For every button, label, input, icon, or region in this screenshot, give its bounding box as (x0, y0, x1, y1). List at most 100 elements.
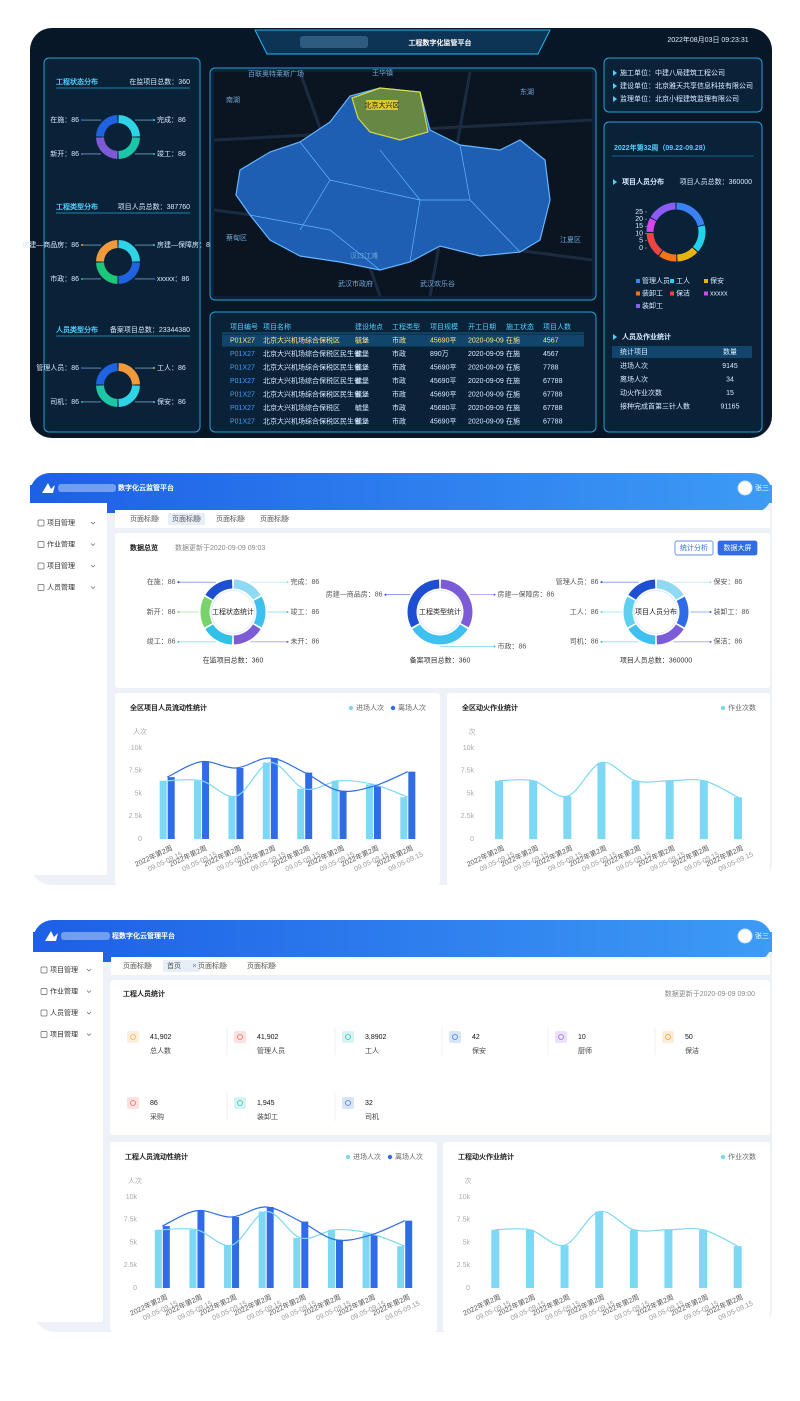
y-tick-label: 5k (130, 1239, 138, 1246)
stat-icon-glyph (345, 1034, 351, 1040)
table-cell: 毓堡 (355, 335, 369, 344)
tab-close (223, 963, 228, 968)
donut-segment (623, 596, 636, 628)
stat-label: 工人 (365, 1047, 379, 1055)
sidebar (30, 503, 107, 875)
table-cell: 2020-09-09 (468, 351, 504, 358)
bar (397, 1246, 405, 1288)
donut-segment (96, 115, 118, 137)
tab[interactable]: 页面标题 (247, 961, 275, 970)
table-row-highlight (222, 334, 584, 347)
menu-item[interactable]: 项目管理 (50, 1029, 78, 1038)
stats-cell: 离场人次 (620, 374, 648, 383)
bar (297, 788, 305, 839)
legend-label: 工人 (676, 277, 690, 285)
donut-footer: 项目人员总数：360000 (620, 655, 692, 664)
legend-label: 进场人次 (353, 1152, 381, 1161)
menu-item[interactable]: 项目管理 (47, 518, 75, 527)
table-header: 开工日期 (468, 323, 496, 331)
donut-center (418, 590, 462, 634)
y-tick-label: 10k (463, 745, 475, 752)
y-tick-label: 7.5k (129, 768, 143, 775)
button[interactable] (717, 540, 758, 556)
table-cell: 4567 (543, 351, 559, 358)
leader-dot (600, 611, 603, 613)
donut-label: 房建—保障房：86 (498, 590, 555, 599)
tab[interactable]: 页面标题 (123, 961, 151, 970)
donut-segment (118, 262, 140, 284)
chart-card (443, 1142, 770, 1332)
bar (335, 1239, 343, 1288)
donut-title: 工程状态统计 (212, 607, 254, 616)
section-summary: 项目人员总数：387760 (118, 202, 190, 211)
stat-label: 管理人员 (257, 1046, 285, 1055)
button[interactable] (674, 540, 714, 556)
button-label[interactable]: 统计分析 (680, 543, 708, 552)
bar (301, 1221, 309, 1288)
header-base (33, 932, 772, 952)
bar (339, 790, 347, 839)
leader-dot (81, 400, 83, 403)
tab[interactable]: 首页 (167, 961, 181, 970)
donut-label: 竣工：86 (157, 149, 186, 158)
y-axis-label: 人次 (133, 727, 147, 736)
legend-label: 管理人员 (642, 276, 670, 285)
bar (629, 1229, 638, 1288)
tab[interactable]: 页面标题 (260, 514, 288, 523)
legend-swatch (670, 279, 674, 283)
table-cell: 67788 (543, 405, 563, 412)
bar (665, 780, 674, 839)
stat-value: 86 (150, 1100, 158, 1107)
map-border (329, 179, 470, 201)
bar (159, 780, 167, 839)
table-cell: 2020-09-09 (468, 405, 504, 412)
bar (293, 1237, 301, 1288)
menu-item[interactable]: 人员管理 (47, 582, 75, 591)
table-cell: 毓堡 (355, 416, 369, 425)
menu-item[interactable]: 作业管理 (50, 986, 78, 995)
leader-dot (600, 581, 603, 584)
ring-segment (692, 225, 706, 252)
donut-label: 司机：86 (50, 397, 79, 406)
trend-line (162, 1210, 405, 1247)
button-label[interactable]: 数据大屏 (724, 543, 752, 552)
stats-title: 人员及作业统计 (622, 332, 671, 341)
trend-line (162, 1206, 405, 1242)
bar (733, 797, 742, 839)
menu-caret (86, 1033, 92, 1036)
ring-segment (650, 202, 676, 221)
y-tick-label: 7.5k (457, 1217, 471, 1224)
y-tick-label: 5k (467, 790, 475, 797)
tab[interactable]: 页面标题 (172, 514, 200, 523)
y-tick-label: 2.5k (461, 813, 475, 820)
tab[interactable]: 页面标题 (130, 514, 158, 523)
stats-cell: 动火作业次数 (620, 388, 662, 397)
donut-label: 完成：86 (157, 115, 186, 124)
legend-label: xxxxx (710, 290, 728, 297)
bullet (613, 334, 617, 340)
table-cell: P01X27 (230, 391, 255, 398)
tab[interactable]: 页面标题 (198, 961, 226, 970)
legend-label: 离场人次 (398, 703, 426, 712)
menu-item[interactable]: 项目管理 (47, 561, 75, 570)
legend-swatch (704, 291, 708, 296)
stat-icon-glyph (237, 1034, 243, 1040)
stat-icon (234, 1031, 246, 1043)
menu-item[interactable]: 项目管理 (50, 965, 78, 974)
stat-icon-glyph (665, 1034, 671, 1040)
stats-cell: 接种完成首第三针人数 (620, 401, 690, 410)
tab-close (197, 516, 202, 521)
tab-active (168, 513, 205, 525)
menu-item[interactable]: 人员管理 (50, 1008, 78, 1017)
table-cell: 2020-09-09 (468, 364, 504, 371)
stat-icon-glyph (452, 1034, 458, 1040)
leader-dot (81, 367, 83, 370)
table-cell: 毓堡 (355, 376, 369, 385)
stat-value: 41,902 (150, 1034, 172, 1041)
menu-item[interactable]: 作业管理 (47, 539, 75, 548)
donut-label: 保安：86 (157, 397, 186, 406)
tab[interactable]: 页面标题 (216, 514, 244, 523)
leader-dot (286, 640, 289, 643)
bar (194, 780, 202, 839)
map-label: 江夏区 (560, 236, 581, 244)
